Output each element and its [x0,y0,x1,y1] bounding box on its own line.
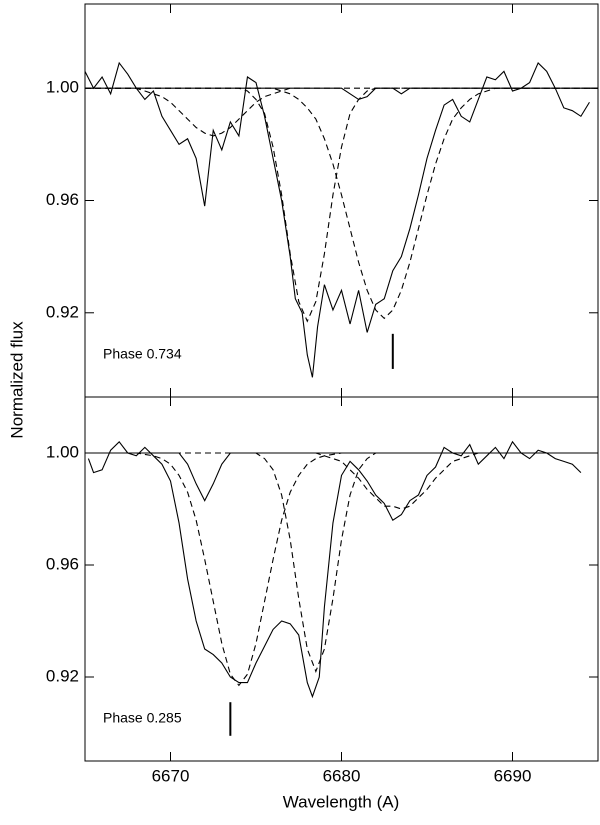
spectrum-line [84,61,590,378]
spectrum-line [85,87,598,137]
spectrum-line [85,452,598,673]
y-tick-label: 1.00 [46,442,79,461]
y-axis-label: Normalized flux [7,321,26,439]
phase-annotation: Phase 0.734 [103,346,182,362]
x-axis-label: Wavelength (A) [283,792,400,811]
x-tick-label: 6690 [494,766,532,785]
spectrum-line [85,87,598,101]
y-tick-label: 0.92 [46,666,79,685]
y-tick-label: 1.00 [46,78,79,97]
spectrum-line [87,440,582,699]
spectrum-line [85,87,598,323]
plot-frame [84,396,599,762]
phase-annotation: Phase 0.285 [103,710,182,726]
y-tick-label: 0.96 [46,554,79,573]
spectrum-line [85,452,598,687]
y-tick-label: 0.96 [46,190,79,209]
spectrum-line [85,452,598,510]
spectrum-line [85,87,598,320]
spectrum-line [85,452,598,502]
x-tick-label: 6670 [152,766,190,785]
y-tick-label: 0.92 [46,302,79,321]
x-tick-label: 6680 [323,766,361,785]
plot-frame [84,3,599,398]
